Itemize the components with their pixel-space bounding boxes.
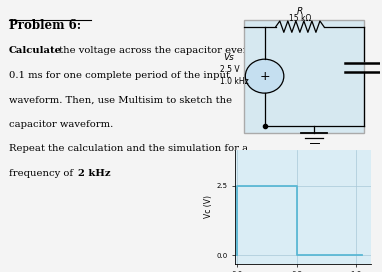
Text: frequency of: frequency of <box>9 169 76 178</box>
Text: Vs: Vs <box>223 53 234 62</box>
Text: Problem 6:: Problem 6: <box>9 19 81 32</box>
Text: 2.5 V: 2.5 V <box>220 64 239 74</box>
Circle shape <box>245 59 284 93</box>
Text: 1.0 kHz: 1.0 kHz <box>220 77 248 86</box>
Text: R: R <box>297 7 303 16</box>
Text: Calculate: Calculate <box>9 46 62 55</box>
Y-axis label: Vc (V): Vc (V) <box>204 195 213 218</box>
Text: 0.1 ms for one complete period of the input: 0.1 ms for one complete period of the in… <box>9 71 230 80</box>
Text: the voltage across the capacitor every: the voltage across the capacitor every <box>56 46 253 55</box>
Text: 15 kΩ: 15 kΩ <box>289 14 311 23</box>
Text: +: + <box>259 70 270 83</box>
Text: capacitor waveform.: capacitor waveform. <box>9 120 113 129</box>
Text: 2 kHz: 2 kHz <box>78 169 110 178</box>
Text: Repeat the calculation and the simulation for a: Repeat the calculation and the simulatio… <box>9 144 248 153</box>
Bar <box>244 20 364 133</box>
Text: waveform. Then, use Multisim to sketch the: waveform. Then, use Multisim to sketch t… <box>9 95 232 104</box>
